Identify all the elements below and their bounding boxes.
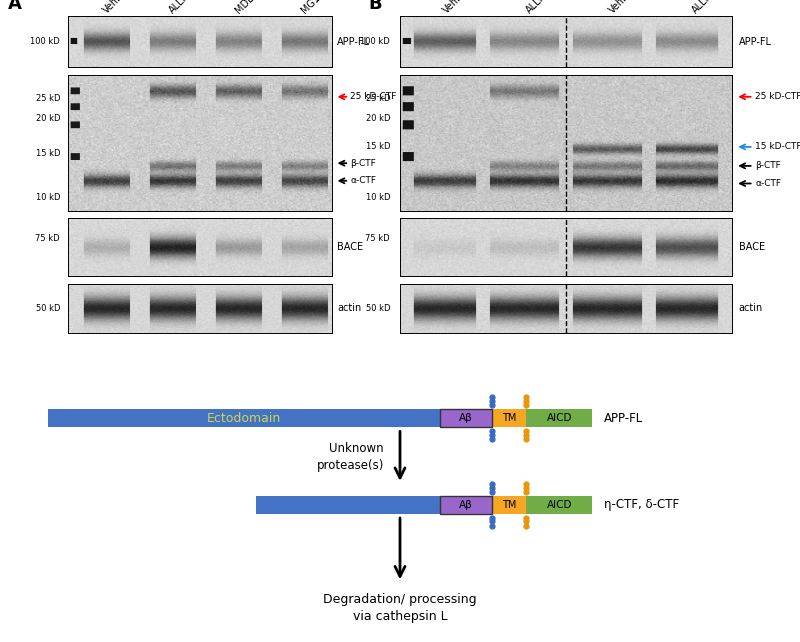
Text: 10 kD: 10 kD: [35, 193, 60, 202]
Text: α-CTF: α-CTF: [350, 177, 377, 186]
Text: TM: TM: [502, 499, 516, 510]
Text: Vehicle: Vehicle: [442, 0, 474, 15]
Text: Degradation/ processing
via cathepsin L: Degradation/ processing via cathepsin L: [323, 593, 477, 623]
Text: 10 kD: 10 kD: [366, 193, 390, 202]
Text: BACE: BACE: [338, 242, 363, 252]
Text: 25 kD-CTF: 25 kD-CTF: [755, 92, 800, 101]
Text: 25 kD: 25 kD: [35, 94, 60, 103]
Text: 15 kD-CTF: 15 kD-CTF: [755, 143, 800, 152]
Text: Aβ: Aβ: [459, 499, 473, 510]
Bar: [492, 409, 526, 427]
Text: MDL28170: MDL28170: [233, 0, 277, 15]
Text: β-CTF: β-CTF: [755, 161, 781, 170]
Text: β-CTF: β-CTF: [350, 159, 376, 168]
Text: APP-FL: APP-FL: [338, 37, 370, 47]
Text: 15 kD: 15 kD: [35, 149, 60, 158]
Text: ALLN: ALLN: [525, 0, 550, 15]
Text: Aβ: Aβ: [459, 413, 473, 423]
Text: Vehicle: Vehicle: [607, 0, 639, 15]
Text: 50 kD: 50 kD: [35, 304, 60, 313]
Text: 20 kD: 20 kD: [35, 114, 60, 123]
Text: actin: actin: [738, 304, 763, 313]
Text: TM: TM: [502, 413, 516, 423]
Text: 75 kD: 75 kD: [366, 234, 390, 243]
Bar: [48, 409, 440, 427]
Bar: [256, 496, 440, 514]
Bar: [526, 496, 592, 514]
Text: ALLN: ALLN: [167, 0, 192, 15]
Text: 20 kD: 20 kD: [366, 114, 390, 123]
Text: 100 kD: 100 kD: [30, 37, 60, 46]
Bar: [526, 409, 592, 427]
Text: APP-FL: APP-FL: [604, 412, 643, 424]
Text: ALLN: ALLN: [690, 0, 715, 15]
Text: Vehicle: Vehicle: [101, 0, 133, 15]
Text: A: A: [8, 0, 22, 13]
Bar: [492, 496, 526, 514]
Text: η-CTF, δ-CTF: η-CTF, δ-CTF: [604, 498, 679, 511]
Text: 100 kD: 100 kD: [360, 37, 390, 46]
Text: 75 kD: 75 kD: [35, 234, 60, 243]
Text: 50 kD: 50 kD: [366, 304, 390, 313]
Text: 25 kD: 25 kD: [366, 94, 390, 103]
Text: α-CTF: α-CTF: [755, 179, 782, 188]
Text: 15 kD: 15 kD: [366, 143, 390, 152]
Bar: [440, 409, 492, 427]
Text: B: B: [368, 0, 382, 13]
Text: MG132: MG132: [299, 0, 330, 15]
Text: AICD: AICD: [546, 413, 572, 423]
Text: 25 kD-CTF: 25 kD-CTF: [350, 92, 397, 101]
Text: BACE: BACE: [738, 242, 765, 252]
Text: Unknown
protease(s): Unknown protease(s): [317, 442, 384, 472]
Text: AICD: AICD: [546, 499, 572, 510]
Text: Ectodomain: Ectodomain: [207, 412, 281, 424]
Bar: [440, 496, 492, 514]
Text: actin: actin: [338, 304, 362, 313]
Text: APP-FL: APP-FL: [738, 37, 772, 47]
